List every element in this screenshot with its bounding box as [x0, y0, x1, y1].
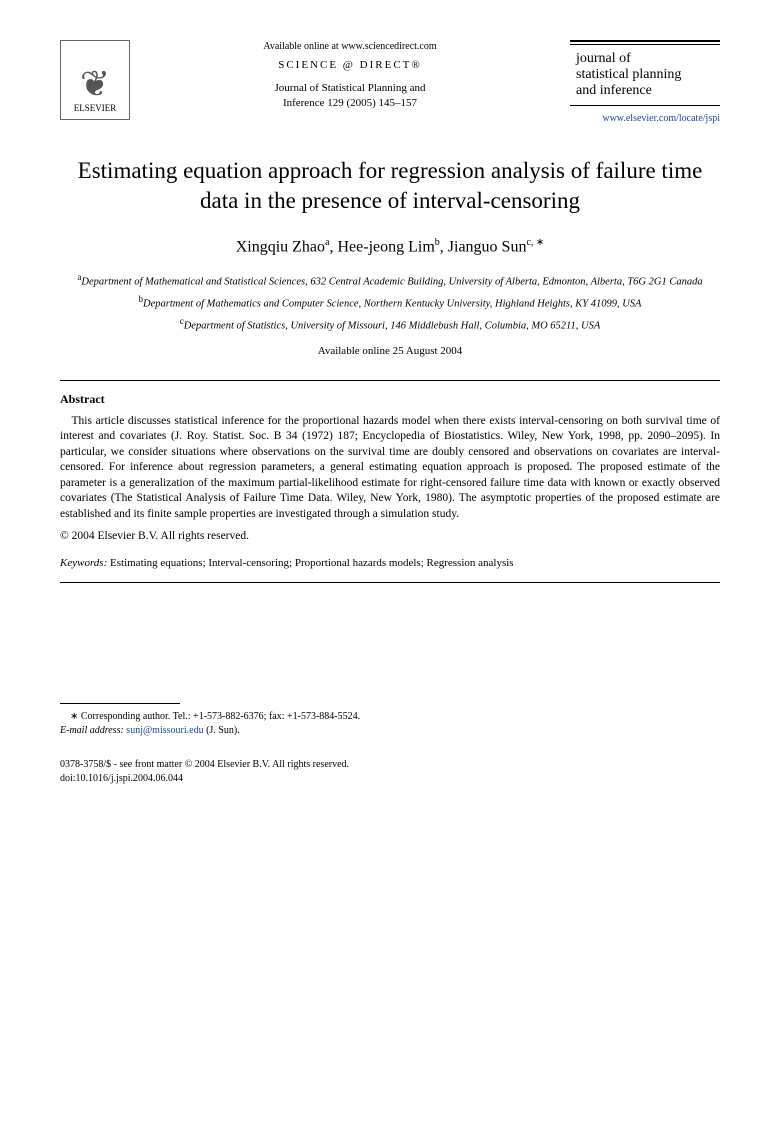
rule-above-abstract [60, 380, 720, 381]
journal-reference: Journal of Statistical Planning and Infe… [150, 81, 550, 110]
email-label: E-mail address: [60, 725, 124, 736]
publisher-logo: ❦ ELSEVIER [60, 40, 130, 120]
corresponding-author-footnote: ∗ Corresponding author. Tel.: +1-573-882… [60, 710, 720, 738]
article-title: Estimating equation approach for regress… [60, 156, 720, 216]
author-1: Xingqiu Zhao [236, 238, 325, 255]
journal-title-box: journal of statistical planning and infe… [570, 40, 720, 126]
footer-copyright: 0378-3758/$ - see front matter © 2004 El… [60, 758, 720, 772]
affiliations: aDepartment of Mathematical and Statisti… [60, 271, 720, 335]
sciencedirect-logo: SCIENCE @ DIRECT® [150, 58, 550, 73]
author-2: Hee-jeong Lim [337, 238, 434, 255]
journal-url[interactable]: www.elsevier.com/locate/jspi [570, 112, 720, 126]
abstract-body: This article discusses statistical infer… [60, 414, 720, 523]
rule-below-keywords [60, 582, 720, 583]
elsevier-tree-icon: ❦ [80, 66, 110, 102]
author-list: Xingqiu Zhaoa, Hee-jeong Limb, Jianguo S… [60, 236, 720, 259]
keywords-label: Keywords: [60, 557, 107, 569]
affiliation-a: aDepartment of Mathematical and Statisti… [60, 271, 720, 290]
keywords-text: Estimating equations; Interval-censoring… [107, 557, 513, 569]
page-footer: 0378-3758/$ - see front matter © 2004 El… [60, 758, 720, 786]
available-date: Available online 25 August 2004 [60, 344, 720, 359]
keywords: Keywords: Estimating equations; Interval… [60, 556, 720, 571]
header-row: ❦ ELSEVIER Available online at www.scien… [60, 40, 720, 126]
journal-name: journal of statistical planning and infe… [570, 51, 720, 99]
corresponding-email[interactable]: sunj@missouri.edu [126, 725, 203, 736]
affiliation-b: bDepartment of Mathematics and Computer … [60, 293, 720, 312]
abstract-heading: Abstract [60, 391, 720, 408]
publisher-name: ELSEVIER [74, 102, 117, 115]
available-online-text: Available online at www.sciencedirect.co… [150, 40, 550, 54]
footer-doi: doi:10.1016/j.jspi.2004.06.044 [60, 772, 720, 786]
affiliation-c: cDepartment of Statistics, University of… [60, 315, 720, 334]
center-header: Available online at www.sciencedirect.co… [130, 40, 570, 110]
author-3: Jianguo Sun [448, 238, 527, 255]
footnote-rule [60, 703, 180, 704]
abstract-copyright: © 2004 Elsevier B.V. All rights reserved… [60, 528, 720, 544]
